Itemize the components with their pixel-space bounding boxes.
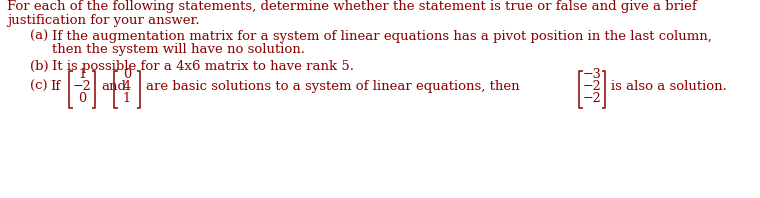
Text: and: and <box>101 80 126 93</box>
Text: −2: −2 <box>583 80 601 93</box>
Text: (b): (b) <box>30 60 49 73</box>
Text: −3: −3 <box>583 68 601 81</box>
Text: 0: 0 <box>78 92 86 106</box>
Text: (c): (c) <box>30 80 48 93</box>
Text: It is possible for a 4x6 matrix to have rank 5.: It is possible for a 4x6 matrix to have … <box>52 60 354 73</box>
Text: 1: 1 <box>123 92 131 106</box>
Text: are basic solutions to a system of linear equations, then: are basic solutions to a system of linea… <box>146 80 520 93</box>
Text: justification for your answer.: justification for your answer. <box>7 14 200 27</box>
Text: 1: 1 <box>78 68 86 81</box>
Text: then the system will have no solution.: then the system will have no solution. <box>52 43 305 56</box>
Text: 0: 0 <box>123 68 131 81</box>
Text: −2: −2 <box>73 80 91 93</box>
Text: For each of the following statements, determine whether the statement is true or: For each of the following statements, de… <box>7 0 697 13</box>
Text: (a): (a) <box>30 30 48 43</box>
Text: If the augmentation matrix for a system of linear equations has a pivot position: If the augmentation matrix for a system … <box>52 30 712 43</box>
Text: −2: −2 <box>583 92 601 106</box>
Text: is also a solution.: is also a solution. <box>611 80 727 93</box>
Text: If: If <box>50 80 60 93</box>
Text: 4: 4 <box>123 80 131 93</box>
